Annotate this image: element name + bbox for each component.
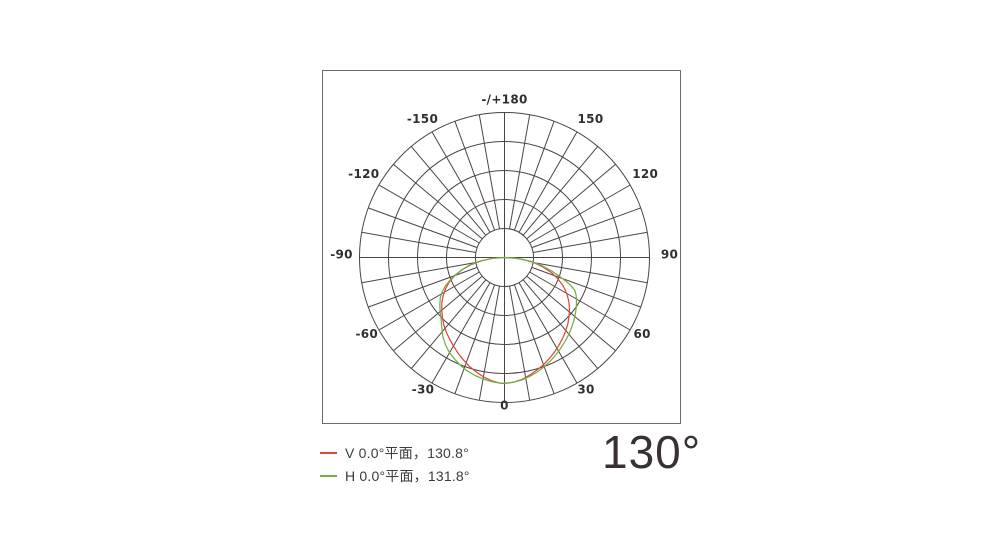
polar-grid-spoke [393,275,483,352]
polar-grid-spoke [454,121,496,231]
angle-label--150: -150 [407,112,438,126]
polar-grid-spoke [513,284,555,394]
polar-grid-spoke [368,207,478,249]
polar-grid-spoke [518,282,578,384]
polar-grid-spoke [526,163,616,240]
angle-label-180: -/+180 [481,93,527,107]
polar-grid-spoke [378,271,480,331]
beam-angle-value: 130° [602,426,702,478]
polar-grid-spoke [526,275,616,352]
angle-label-150: 150 [578,112,604,126]
polar-grid-spoke [522,279,599,369]
angle-label--30: -30 [412,383,435,397]
polar-grid-spoke [509,114,531,229]
polar-grid-spoke [361,231,476,253]
polar-grid-spoke [529,184,631,244]
legend-label-h-plane: H 0.0°平面，131.8° [345,467,470,484]
legend-label-v-plane: V 0.0°平面，130.8° [345,444,469,461]
angle-label--120: -120 [348,167,379,181]
legend-swatch-v-red-line [320,451,337,454]
polar-chart-frame: -/+180 150 120 90 60 30 0 -30 -60 -90 -120 -150 [322,70,681,424]
legend-swatch-h-green-line [320,474,337,477]
polar-grid-spoke [431,282,491,384]
polar-grid-spoke [533,231,648,253]
polar-grid-spoke [378,184,480,244]
polar-grid-spoke [518,131,578,233]
polar-grid-spoke [361,262,476,284]
polar-grid-spoke [533,262,648,284]
polar-grid-spoke [393,163,483,240]
polar-grid-spoke [522,146,599,236]
legend-item-h-plane: H 0.0°平面，131.8° [320,464,470,487]
angle-label-60: 60 [634,327,651,341]
chart-legend: V 0.0°平面，130.8° H 0.0°平面，131.8° [320,441,470,487]
polar-grid-spoke [529,271,631,331]
legend-item-v-plane: V 0.0°平面，130.8° [320,441,470,464]
polar-grid-spoke [509,286,531,401]
polar-grid-spoke [410,279,487,369]
polar-grid-spoke [478,286,500,401]
polar-grid-spoke [531,207,641,249]
polar-grid-spoke [368,266,478,308]
angle-label-0: 0 [500,399,509,413]
angle-label-30: 30 [577,383,594,397]
polar-intensity-chart: -/+180 150 120 90 60 30 0 -30 -60 -90 -120 -150 [330,93,678,413]
angle-label-90: 90 [661,248,678,262]
angle-label--90: -90 [330,248,353,262]
polar-grid-spoke [478,114,500,229]
polar-grid-spoke [431,131,491,233]
angle-label--60: -60 [356,327,379,341]
polar-grid-spoke [531,266,641,308]
polar-grid-spoke [454,284,496,394]
angle-label-120: 120 [632,167,658,181]
polar-grid-spoke [513,121,555,231]
curve-h-plane [439,256,578,384]
polar-grid-spoke [410,146,487,236]
